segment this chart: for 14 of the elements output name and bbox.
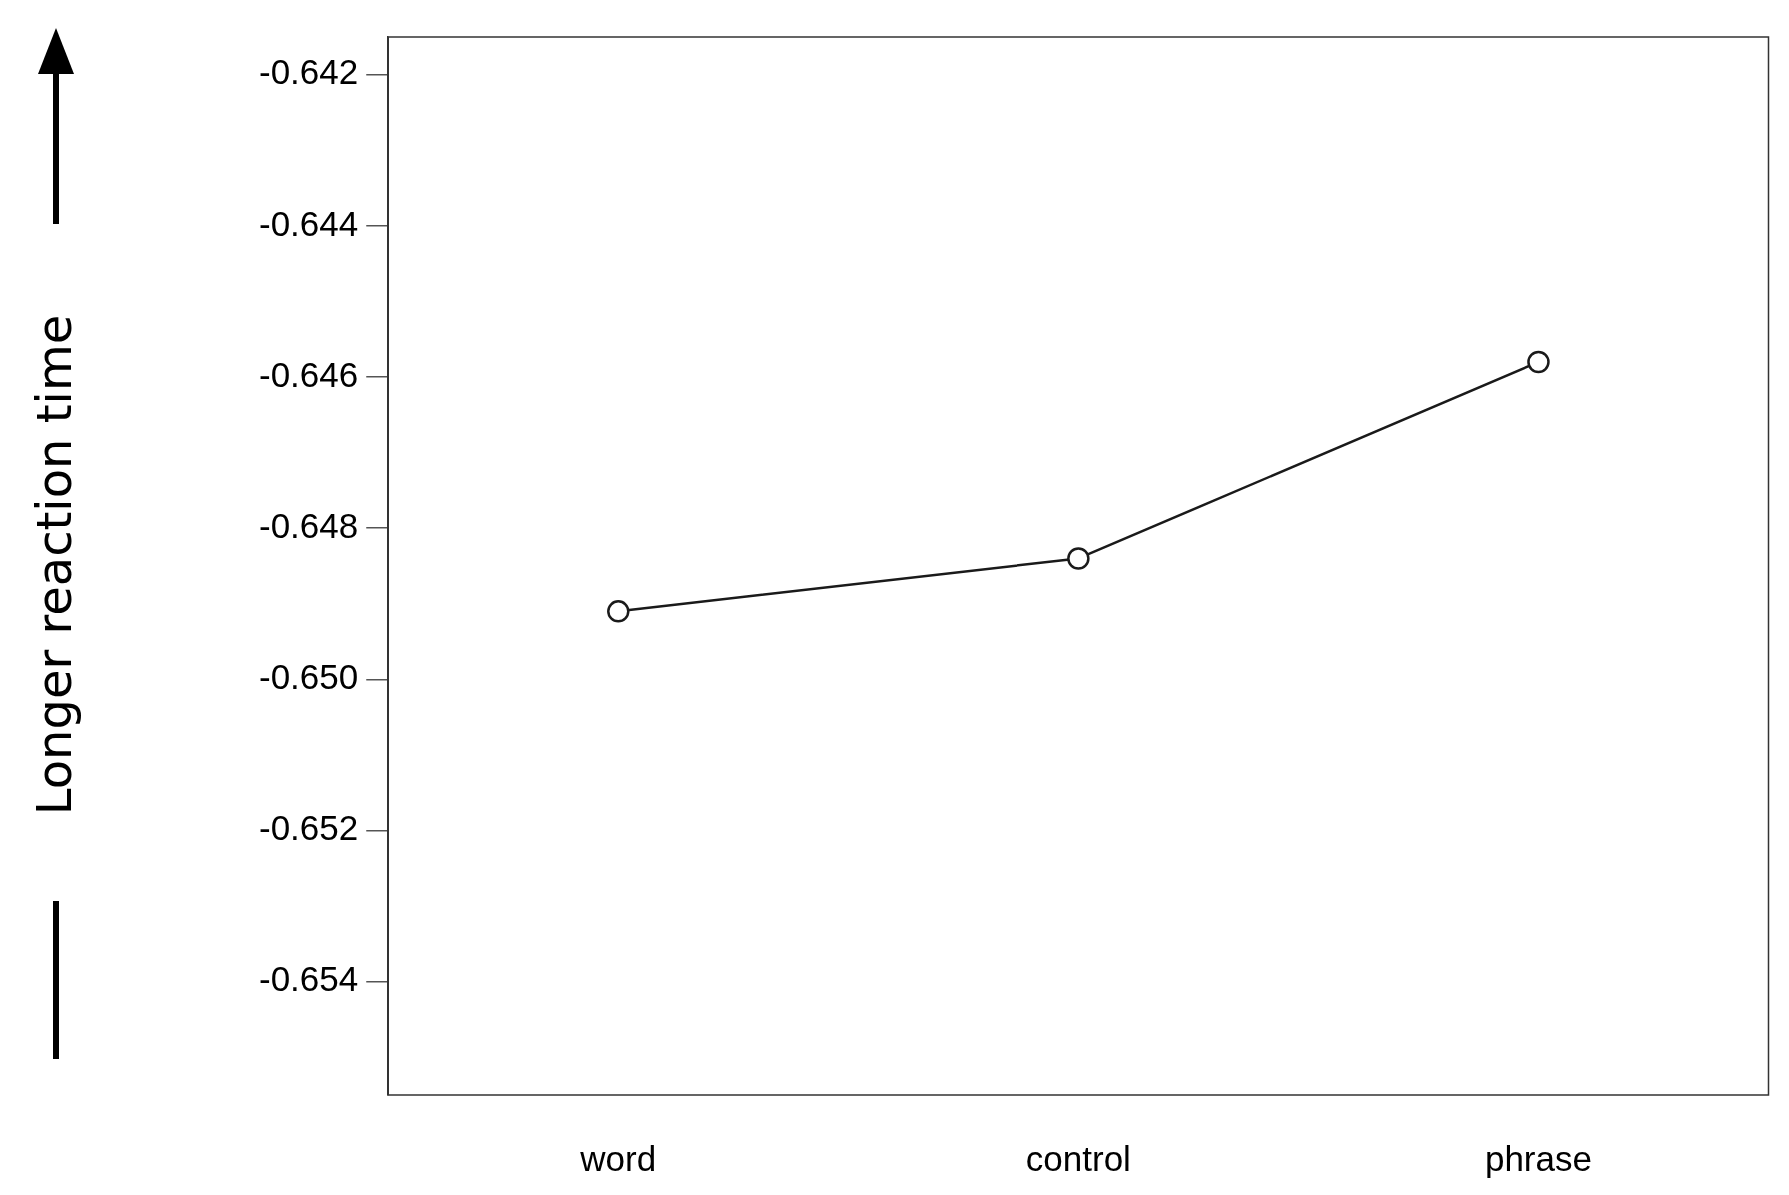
y-tick-label: -0.646 — [258, 354, 359, 394]
point — [1527, 350, 1550, 374]
y-tick-label: -0.652 — [258, 808, 359, 848]
y-tick-label: -0.642 — [258, 52, 359, 92]
y-tick-label: -0.650 — [258, 657, 359, 697]
point — [607, 600, 630, 623]
y-tick-label: -0.654 — [258, 959, 359, 999]
x-tick-label: word — [579, 1138, 657, 1178]
y-tick-label: -0.644 — [258, 203, 359, 243]
y-axis-title: Longer reaction time — [26, 314, 82, 816]
y-tick-label: -0.648 — [258, 505, 359, 545]
point — [1067, 547, 1090, 570]
x-tick-label: control — [1025, 1138, 1131, 1178]
x-tick-label: phrase — [1484, 1138, 1592, 1178]
